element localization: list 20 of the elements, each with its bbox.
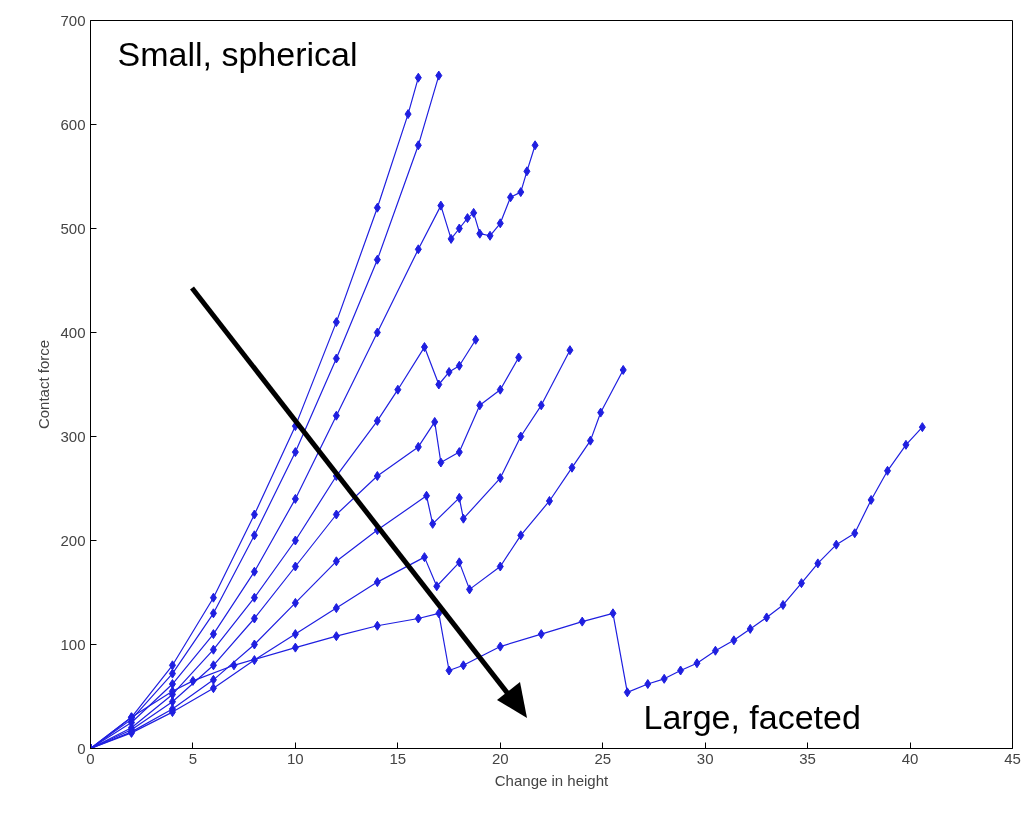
- x-axis-title: Change in height: [494, 771, 610, 789]
- x-tick-label: 10: [287, 749, 304, 767]
- y-tick-label: 400: [60, 323, 86, 341]
- x-tick-label: 15: [389, 749, 407, 767]
- annotation: Small, spherical: [117, 34, 358, 73]
- x-tick-label: 35: [799, 749, 816, 767]
- x-tick-label: 5: [188, 749, 198, 767]
- annotation: Large, faceted: [643, 697, 861, 736]
- x-tick-label: 25: [594, 749, 612, 767]
- y-tick-label: 300: [60, 427, 86, 445]
- x-tick-label: 30: [696, 749, 714, 767]
- y-tick-label: 500: [60, 219, 86, 237]
- y-tick-label: 600: [60, 115, 86, 133]
- y-axis-title: Contact force: [35, 339, 53, 430]
- x-tick-label: 20: [491, 749, 509, 767]
- y-tick-label: 200: [60, 531, 86, 549]
- y-tick-label: 100: [60, 635, 86, 653]
- y-tick-label: 700: [60, 11, 86, 29]
- x-tick-label: 40: [901, 749, 919, 767]
- x-tick-label: 45: [1004, 749, 1021, 767]
